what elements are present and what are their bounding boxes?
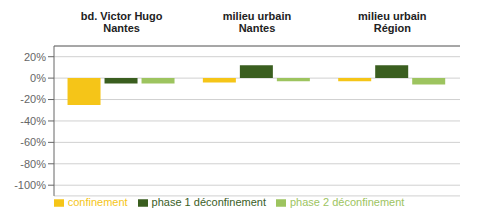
svg-text:-20%: -20% [20, 93, 46, 105]
svg-text:0%: 0% [30, 72, 46, 84]
svg-text:-40%: -40% [20, 115, 46, 127]
html-text:confinement: confinement [67, 195, 128, 208]
svg-text:milieu urbainRégion: milieu urbainRégion [358, 10, 427, 34]
svg-text:-80%: -80% [20, 158, 46, 170]
svg-text:milieu urbainNantes: milieu urbainNantes [223, 10, 292, 34]
svg-text:20%: 20% [24, 51, 46, 63]
svg-text:-100%: -100% [14, 179, 46, 191]
svg-text:-60%: -60% [20, 136, 46, 148]
html-text:phase 1 déconfinement: phase 1 déconfinement [151, 195, 266, 208]
svg-text:bd. Victor HugoNantes: bd. Victor HugoNantes [81, 10, 163, 34]
html-text:phase 2 déconfinement: phase 2 déconfinement [290, 195, 405, 208]
